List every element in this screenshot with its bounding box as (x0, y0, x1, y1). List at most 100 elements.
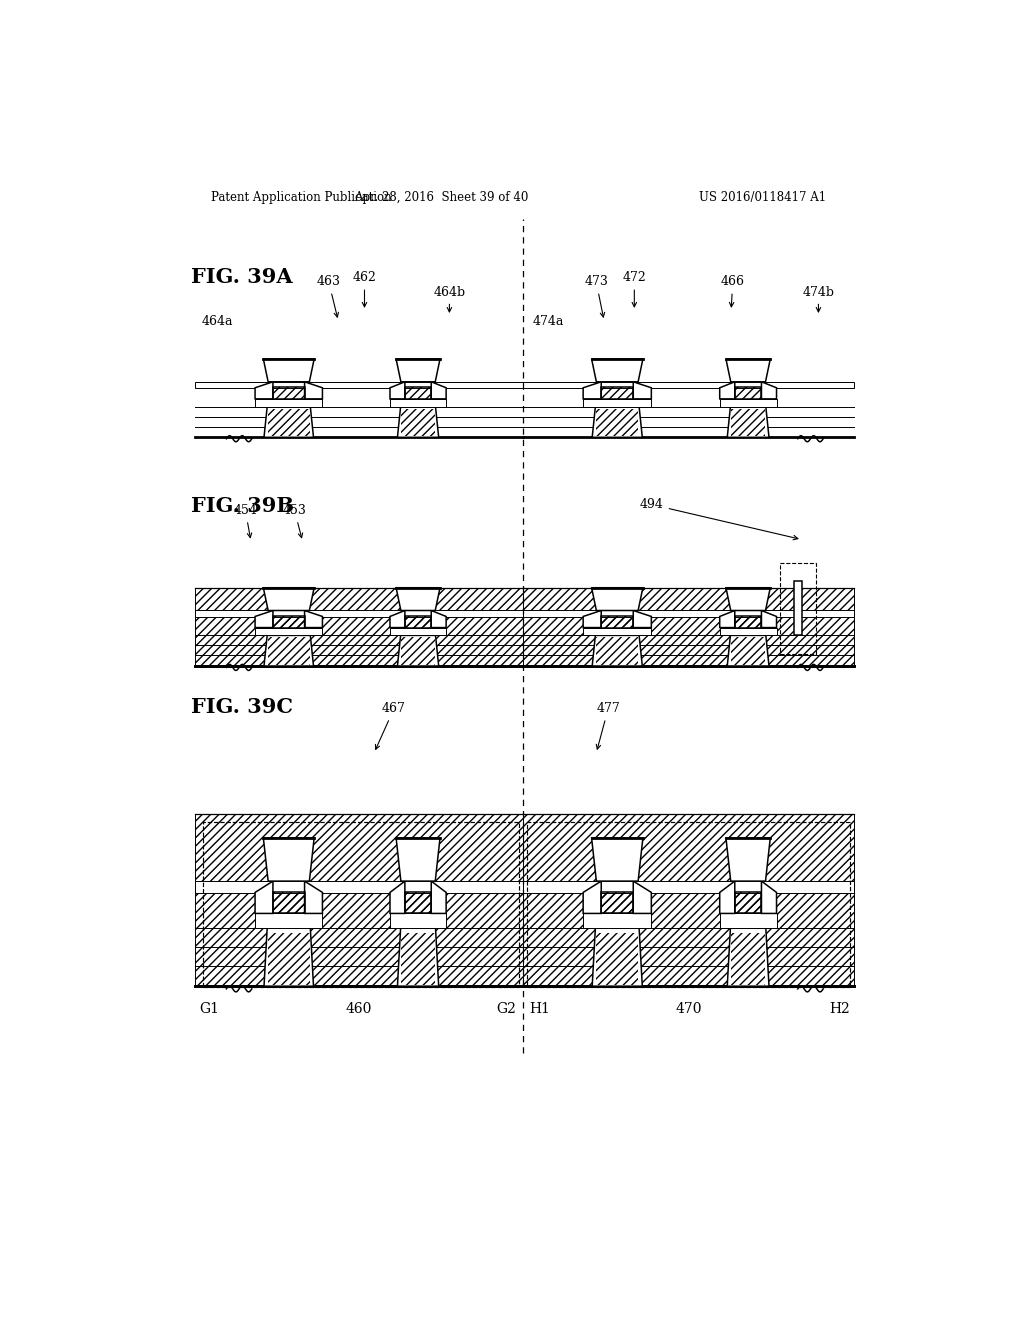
Bar (196, 813, 523, 986)
Polygon shape (304, 381, 323, 399)
Polygon shape (726, 838, 770, 882)
Polygon shape (390, 381, 404, 399)
Bar (390, 913, 446, 928)
Bar (404, 388, 431, 399)
Bar (596, 409, 638, 437)
Polygon shape (592, 359, 643, 381)
Bar (583, 627, 651, 635)
Bar (273, 388, 304, 399)
Polygon shape (762, 882, 776, 913)
Polygon shape (264, 928, 313, 986)
Polygon shape (263, 587, 314, 610)
Bar (735, 616, 762, 627)
Polygon shape (583, 882, 601, 913)
Polygon shape (431, 882, 446, 913)
Text: 474a: 474a (532, 314, 564, 327)
Text: 454: 454 (233, 504, 257, 537)
Polygon shape (583, 610, 601, 627)
Text: 463: 463 (316, 276, 341, 317)
Polygon shape (592, 838, 643, 882)
Bar (196, 727, 854, 997)
Text: 477: 477 (596, 702, 620, 750)
Polygon shape (255, 381, 273, 399)
Text: 474b: 474b (803, 285, 835, 312)
Bar (523, 813, 854, 986)
Text: 470: 470 (675, 1002, 701, 1016)
Polygon shape (633, 381, 651, 399)
Bar (196, 529, 854, 672)
Polygon shape (397, 928, 438, 986)
Bar (196, 610, 523, 616)
Polygon shape (255, 882, 273, 913)
Polygon shape (397, 407, 438, 437)
Text: Patent Application Publication: Patent Application Publication (211, 190, 392, 203)
Bar (268, 933, 309, 985)
Text: 453: 453 (283, 504, 306, 537)
Bar (255, 627, 323, 635)
Text: Apr. 28, 2016  Sheet 39 of 40: Apr. 28, 2016 Sheet 39 of 40 (354, 190, 528, 203)
Polygon shape (727, 928, 769, 986)
Bar (596, 933, 638, 985)
Bar (401, 638, 435, 665)
Bar (735, 388, 762, 399)
Polygon shape (263, 359, 314, 381)
Bar (204, 822, 519, 987)
Bar (196, 301, 854, 444)
Text: FIG. 39B: FIG. 39B (191, 496, 295, 516)
Bar (731, 638, 765, 665)
Bar (196, 587, 523, 667)
Bar (404, 616, 431, 627)
Text: 473: 473 (585, 276, 608, 317)
Polygon shape (583, 381, 601, 399)
Bar (268, 638, 309, 665)
Text: 460: 460 (346, 1002, 373, 1016)
Bar (273, 616, 304, 627)
Bar (255, 399, 323, 407)
Polygon shape (762, 381, 776, 399)
Text: 472: 472 (623, 272, 646, 306)
Bar (720, 627, 776, 635)
Text: H1: H1 (529, 1002, 550, 1016)
Text: 494: 494 (640, 498, 798, 540)
Text: G1: G1 (200, 1002, 219, 1016)
Polygon shape (592, 928, 642, 986)
Polygon shape (264, 635, 313, 667)
Text: FIG. 39C: FIG. 39C (191, 697, 294, 717)
Bar (583, 399, 651, 407)
Text: 464a: 464a (202, 314, 233, 327)
Bar (720, 913, 776, 928)
Bar (526, 822, 850, 987)
Text: US 2016/0118417 A1: US 2016/0118417 A1 (699, 190, 826, 203)
Bar (583, 913, 651, 928)
Polygon shape (396, 838, 440, 882)
Polygon shape (727, 635, 769, 667)
Polygon shape (431, 381, 446, 399)
Bar (401, 933, 435, 985)
Polygon shape (396, 587, 440, 610)
Bar (268, 409, 309, 437)
Bar (196, 882, 523, 892)
Bar (523, 587, 854, 667)
Text: G2: G2 (497, 1002, 516, 1016)
Bar (523, 813, 854, 986)
Text: 462: 462 (352, 272, 377, 306)
Bar (596, 638, 638, 665)
Text: H2: H2 (829, 1002, 850, 1016)
Polygon shape (720, 381, 735, 399)
Polygon shape (592, 587, 643, 610)
Polygon shape (592, 407, 642, 437)
Bar (523, 381, 854, 388)
Polygon shape (726, 587, 770, 610)
Bar (390, 399, 446, 407)
Polygon shape (390, 610, 404, 627)
Bar (779, 564, 816, 653)
Polygon shape (431, 610, 446, 627)
Text: FIG. 39A: FIG. 39A (191, 268, 293, 288)
Bar (794, 581, 802, 635)
Polygon shape (397, 635, 438, 667)
Bar (401, 409, 435, 437)
Bar (601, 616, 633, 627)
Polygon shape (633, 882, 651, 913)
Bar (731, 933, 765, 985)
Polygon shape (304, 610, 323, 627)
